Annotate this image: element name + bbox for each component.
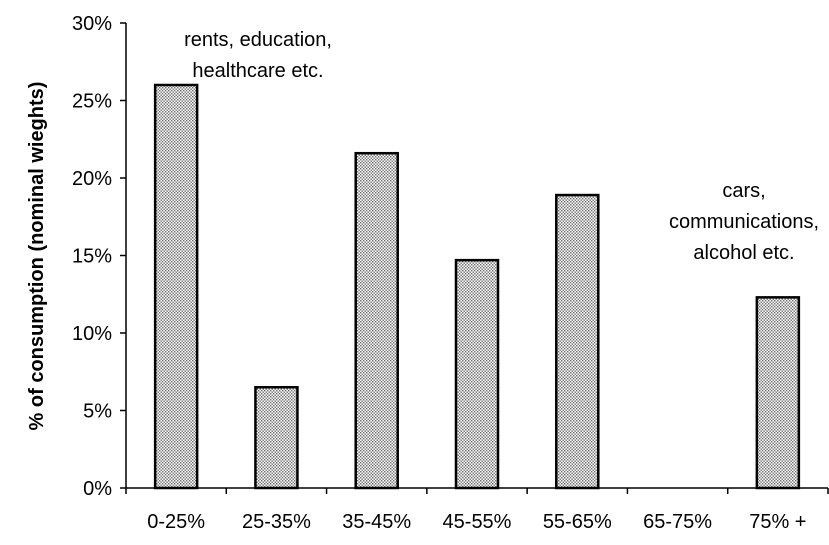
annotation-text: rents, education, <box>184 29 332 51</box>
y-tick-label: 25% <box>72 91 112 113</box>
y-tick-label: 30% <box>72 13 112 35</box>
annotation-text: healthcare etc. <box>192 60 323 82</box>
bar <box>555 193 600 490</box>
x-tick-label: 75% + <box>749 511 806 533</box>
bar <box>254 386 299 490</box>
y-tick-label: 10% <box>72 323 112 345</box>
y-tick-label: 15% <box>72 246 112 268</box>
x-tick-label: 45-55% <box>443 511 512 533</box>
x-tick-label: 35-45% <box>342 511 411 533</box>
y-tick-label: 20% <box>72 168 112 190</box>
annotation-text: alcohol etc. <box>693 242 794 264</box>
y-tick-label: 0% <box>83 478 112 500</box>
bar <box>354 151 399 490</box>
bar <box>755 296 801 490</box>
x-tick-label: 25-35% <box>242 511 311 533</box>
annotation-text: cars, <box>722 180 765 202</box>
y-axis-title: % of consumption (nominal wieghts) <box>26 82 48 431</box>
x-tick-label: 0-25% <box>147 511 205 533</box>
bar <box>454 258 500 490</box>
x-tick-label: 55-65% <box>543 511 612 533</box>
x-tick-label: 65-75% <box>643 511 712 533</box>
annotation-text: communications, <box>669 211 819 233</box>
bar <box>153 83 199 490</box>
y-tick-label: 5% <box>83 401 112 423</box>
